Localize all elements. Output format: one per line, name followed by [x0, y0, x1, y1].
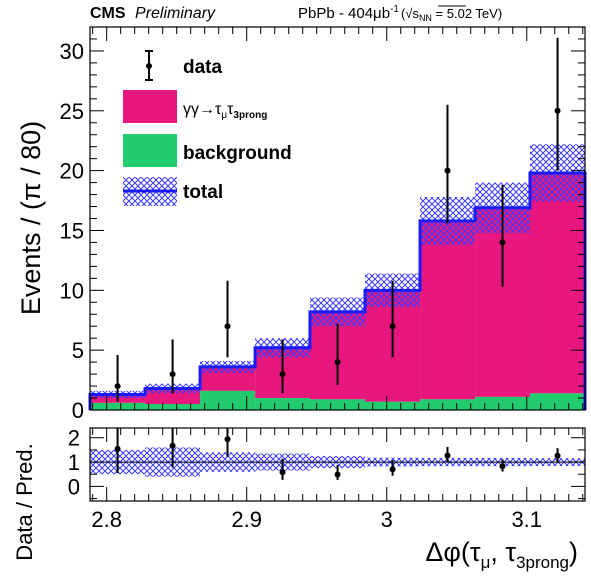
total-line [88, 171, 587, 410]
ratio-point [169, 442, 176, 449]
x-tick-label: 3.1 [511, 507, 542, 532]
ratio-point [334, 471, 341, 478]
main-plot: 0 5 10 15 20 25 30 [60, 26, 587, 423]
ratio-point [114, 445, 121, 452]
legend-data-label: data [183, 57, 223, 78]
dataset-exp: -1 [390, 4, 399, 15]
energy-sqrt-symbol: √ [405, 6, 413, 21]
ratio-point [444, 452, 451, 459]
main-frame [89, 26, 586, 411]
legend-data-marker [146, 63, 152, 69]
legend-signal-label: γγ→τμτ3prong [183, 101, 267, 121]
x-axis-label: Δφ(τμ, τ3prong) [425, 537, 578, 572]
legend-background-label: background [183, 143, 292, 164]
background-bar [200, 390, 256, 410]
background-bar [255, 398, 310, 410]
energy-open: ( [401, 6, 406, 21]
background-bar [365, 401, 421, 410]
y-tick-label: 20 [60, 159, 84, 184]
y-tick-label: 0 [72, 398, 84, 423]
cms-label: CMS [90, 5, 126, 22]
background-bar [475, 396, 530, 410]
data-point [389, 323, 396, 330]
y-tick-label: 15 [60, 218, 84, 243]
ratio-y-tick-label: 1 [68, 450, 80, 475]
ratio-point [389, 466, 396, 473]
energy-s: s [412, 6, 419, 21]
data-point [334, 359, 341, 366]
preliminary-label: Preliminary [135, 5, 216, 22]
signal-bar [529, 173, 585, 394]
legend-total-label: total [183, 182, 223, 203]
signal-bar [420, 220, 476, 400]
ratio-point [279, 469, 286, 476]
background-bar [309, 399, 366, 410]
dataset-label: PbPb - 404μb-1 (√sNN = 5.02 TeV) [298, 4, 502, 23]
background-bar [529, 393, 585, 410]
legend: data γγ→τμτ3prong background total [123, 50, 292, 206]
y-tick-label: 25 [60, 99, 84, 124]
ratio-y-axis-label: Data / Pred. [12, 443, 37, 560]
data-point [224, 323, 231, 330]
data-point [279, 371, 286, 378]
y-tick-label: 5 [72, 338, 84, 363]
ratio-frame [89, 427, 586, 502]
svg-text:CMS Preliminary: CMS Preliminary [90, 5, 216, 22]
x-tick-label: 3 [381, 507, 393, 532]
data-point [169, 371, 176, 378]
background-bar [90, 402, 146, 410]
data-point [499, 239, 506, 246]
ratio-point [554, 452, 561, 459]
energy-value: = 5.02 TeV) [432, 6, 502, 21]
ratio-plot: 2.8 2.9 3 3.1 012 [68, 426, 585, 532]
y-tick-label: 10 [60, 278, 84, 303]
data-point [114, 383, 121, 390]
background-bar [420, 399, 476, 410]
y-axis-label: Events / (π / 80) [16, 121, 46, 315]
ratio-y-tick-label: 2 [68, 426, 80, 451]
legend-signal-swatch [123, 90, 177, 123]
ratio-y-tick-label: 0 [68, 474, 80, 499]
legend-background-swatch [123, 134, 177, 167]
x-tick-label: 2.9 [231, 507, 262, 532]
background-bar [145, 404, 201, 410]
energy-sub: NN [419, 13, 432, 23]
ratio-point [224, 436, 231, 443]
data-point [554, 107, 561, 114]
data-point [444, 167, 451, 174]
y-tick-label: 30 [60, 39, 84, 64]
ratio-point [499, 463, 506, 470]
dataset-prefix: PbPb - 404μb [298, 5, 390, 22]
x-tick-label: 2.8 [91, 507, 122, 532]
